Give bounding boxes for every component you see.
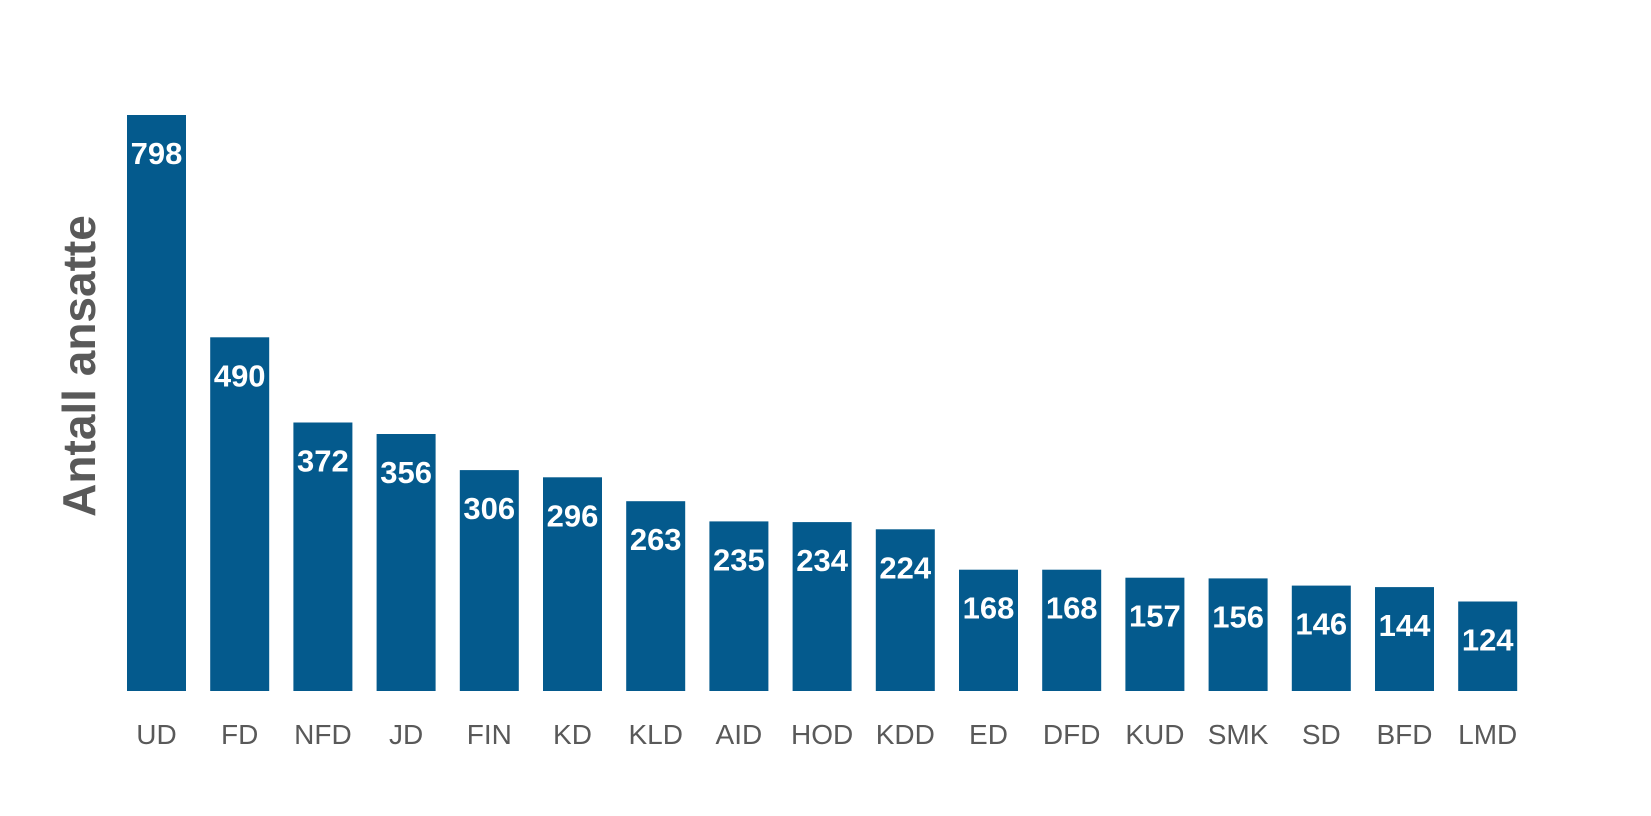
bar-value-label-hod: 234 bbox=[796, 543, 848, 578]
bar-value-label-fd: 490 bbox=[214, 358, 266, 393]
x-tick-label-bfd: BFD bbox=[1377, 719, 1433, 750]
bar-hod bbox=[792, 522, 852, 691]
bar-bfd bbox=[1375, 587, 1434, 691]
bar-kld bbox=[626, 501, 686, 691]
bar-aid bbox=[709, 521, 769, 691]
bar-fd bbox=[210, 337, 270, 691]
bar-value-label-fin: 306 bbox=[463, 491, 515, 526]
bar-value-labels: 798 490 372 356 306 296 263 235 234 224 168 168 157 1… bbox=[131, 136, 1515, 658]
bar-kd bbox=[543, 477, 602, 691]
x-axis-tick-labels: UD FD NFD JD FIN KD KLD AID HOD KDD ED DFD KUD SMK SD B… bbox=[136, 719, 1517, 750]
x-tick-label-lmd: LMD bbox=[1458, 719, 1517, 750]
bar-lmd bbox=[1458, 601, 1518, 691]
bar-value-label-dfd: 168 bbox=[1046, 591, 1098, 626]
bar-value-label-lmd: 124 bbox=[1462, 623, 1514, 658]
x-tick-label-smk: SMK bbox=[1208, 719, 1269, 750]
x-tick-label-hod: HOD bbox=[791, 719, 853, 750]
y-axis-label-group: Antall ansatte bbox=[53, 215, 105, 517]
x-tick-label-kd: KD bbox=[553, 719, 592, 750]
bar-value-label-ud: 798 bbox=[131, 136, 183, 171]
bar-kud bbox=[1125, 577, 1185, 691]
x-tick-label-nfd: NFD bbox=[294, 719, 352, 750]
bar-value-label-kud: 157 bbox=[1129, 599, 1181, 634]
x-tick-label-aid: AID bbox=[716, 719, 763, 750]
bar-value-label-jd: 356 bbox=[380, 455, 432, 490]
x-tick-label-fd: FD bbox=[221, 719, 258, 750]
bar-value-label-sd: 146 bbox=[1295, 607, 1347, 642]
bar-value-label-ed: 168 bbox=[963, 591, 1015, 626]
bar-value-label-kld: 263 bbox=[630, 522, 682, 557]
x-tick-label-jd: JD bbox=[389, 719, 423, 750]
x-tick-label-ed: ED bbox=[969, 719, 1008, 750]
bar-nfd bbox=[293, 422, 353, 691]
x-tick-label-kud: KUD bbox=[1125, 719, 1184, 750]
x-tick-label-fin: FIN bbox=[467, 719, 512, 750]
bar-dfd bbox=[1042, 569, 1102, 691]
x-tick-label-sd: SD bbox=[1302, 719, 1341, 750]
bar-value-label-bfd: 144 bbox=[1379, 608, 1431, 643]
y-axis-label: Antall ansatte bbox=[53, 215, 105, 517]
bars-group bbox=[127, 115, 1518, 691]
bar-value-label-kd: 296 bbox=[547, 498, 599, 533]
bar-value-label-smk: 156 bbox=[1212, 599, 1264, 634]
x-tick-label-kdd: KDD bbox=[876, 719, 935, 750]
bar-ed bbox=[959, 569, 1018, 691]
bar-value-label-kdd: 224 bbox=[879, 550, 931, 585]
bar-jd bbox=[376, 434, 436, 691]
bar-kdd bbox=[875, 529, 935, 691]
x-tick-label-dfd: DFD bbox=[1043, 719, 1101, 750]
bar-value-label-nfd: 372 bbox=[297, 444, 349, 479]
bar-smk bbox=[1208, 578, 1268, 691]
bar-sd bbox=[1291, 585, 1351, 691]
bar-value-label-aid: 235 bbox=[713, 542, 765, 577]
bar-fin bbox=[459, 470, 519, 691]
x-tick-label-ud: UD bbox=[136, 719, 176, 750]
x-tick-label-kld: KLD bbox=[628, 719, 682, 750]
bar-ud bbox=[127, 115, 186, 691]
